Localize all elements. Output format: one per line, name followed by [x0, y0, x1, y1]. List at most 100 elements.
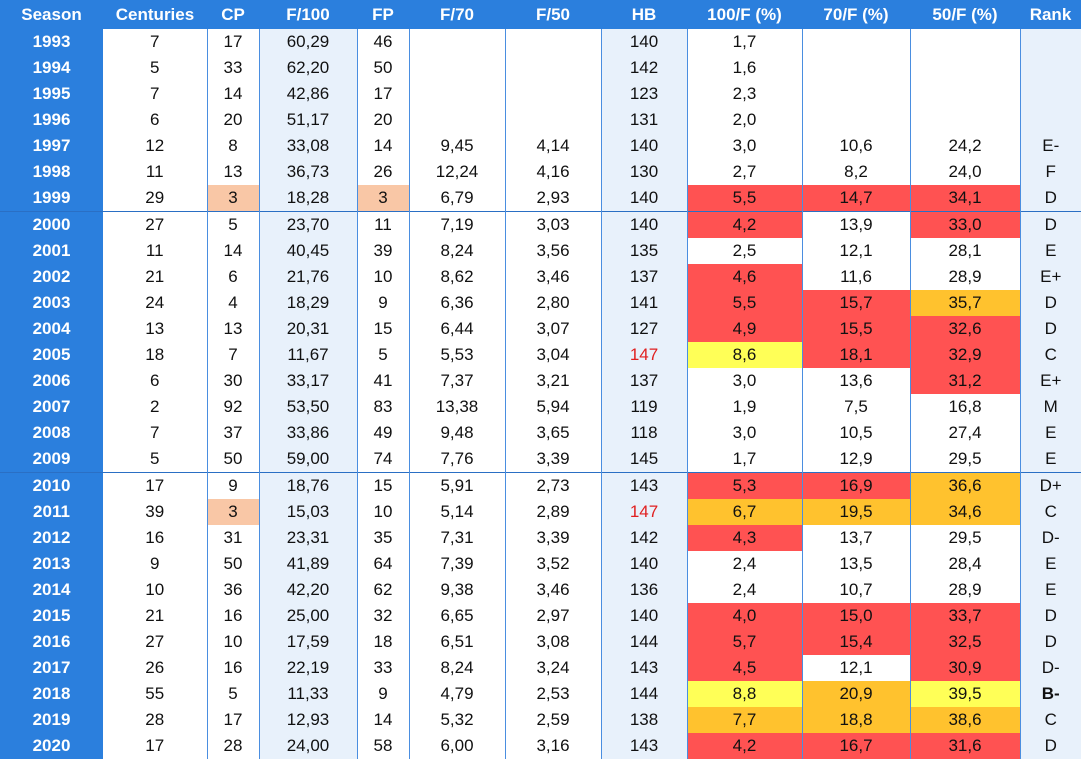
pct70-cell: 18,1 [802, 342, 911, 368]
season-cell: 2007 [0, 394, 103, 420]
pct50-cell: 38,6 [910, 707, 1021, 733]
rank-cell: E [1020, 577, 1081, 603]
f70-cell: 7,39 [409, 551, 506, 577]
pct100-cell: 1,9 [687, 394, 803, 420]
cp-cell: 5 [207, 681, 260, 707]
pct50-cell: 34,1 [910, 185, 1021, 212]
pct50-cell: 16,8 [910, 394, 1021, 420]
fp-cell: 64 [357, 551, 410, 577]
centuries-cell: 7 [103, 29, 208, 55]
f100-cell: 51,17 [259, 107, 358, 133]
season-cell: 2017 [0, 655, 103, 681]
header-rank[interactable]: Rank [1020, 0, 1081, 29]
fp-cell: 41 [357, 368, 410, 394]
f50-cell: 3,04 [505, 342, 602, 368]
season-cell: 2016 [0, 629, 103, 655]
season-cell: 2005 [0, 342, 103, 368]
pct50-cell [910, 55, 1021, 81]
fp-cell: 26 [357, 159, 410, 185]
cp-cell: 14 [207, 81, 260, 107]
centuries-cell: 9 [103, 551, 208, 577]
cp-cell: 30 [207, 368, 260, 394]
f70-cell: 8,62 [409, 264, 506, 290]
table-row: 1994 5 33 62,20 50 142 1,6 [0, 55, 1081, 81]
pct70-cell: 12,1 [802, 655, 911, 681]
table-row: 2019 28 17 12,93 14 5,32 2,59 138 7,7 18,8 38,6 C [0, 707, 1081, 733]
pct50-cell: 31,2 [910, 368, 1021, 394]
pct100-cell: 3,0 [687, 133, 803, 159]
f70-cell: 9,48 [409, 420, 506, 446]
pct100-cell: 4,9 [687, 316, 803, 342]
cp-cell: 17 [207, 29, 260, 55]
table-row: 2005 18 7 11,67 5 5,53 3,04 147 8,6 18,1 32,9 C [0, 342, 1081, 368]
header-fp[interactable]: FP [357, 0, 409, 29]
pct50-cell: 33,7 [910, 603, 1021, 629]
rank-cell [1020, 81, 1081, 107]
f50-cell [505, 107, 602, 133]
hb-cell: 141 [601, 290, 688, 316]
pct100-cell: 1,7 [687, 446, 803, 473]
f50-cell [505, 29, 602, 55]
table-row: 2001 11 14 40,45 39 8,24 3,56 135 2,5 12,1 28,1 E [0, 238, 1081, 264]
cp-cell: 9 [207, 472, 260, 499]
f70-cell [409, 81, 506, 107]
header-hb[interactable]: HB [601, 0, 687, 29]
f100-cell: 25,00 [259, 603, 358, 629]
season-cell: 2019 [0, 707, 103, 733]
table-row: 2017 26 16 22,19 33 8,24 3,24 143 4,5 12,1 30,9 D- [0, 655, 1081, 681]
f70-cell: 7,31 [409, 525, 506, 551]
header-pct50[interactable]: 50/F (%) [910, 0, 1020, 29]
f50-cell: 2,59 [505, 707, 602, 733]
season-cell: 2020 [0, 733, 103, 759]
centuries-cell: 17 [103, 472, 208, 499]
header-pct70[interactable]: 70/F (%) [802, 0, 910, 29]
header-f50[interactable]: F/50 [505, 0, 601, 29]
table-row: 2016 27 10 17,59 18 6,51 3,08 144 5,7 15,4 32,5 D [0, 629, 1081, 655]
pct50-cell: 32,6 [910, 316, 1021, 342]
pct70-cell: 20,9 [802, 681, 911, 707]
header-row: Season Centuries CP F/100 FP F/70 F/50 H… [0, 0, 1081, 29]
hb-cell: 142 [601, 55, 688, 81]
pct70-cell: 12,1 [802, 238, 911, 264]
centuries-cell: 18 [103, 342, 208, 368]
f50-cell: 4,14 [505, 133, 602, 159]
pct70-cell: 15,7 [802, 290, 911, 316]
header-f100[interactable]: F/100 [259, 0, 357, 29]
centuries-cell: 11 [103, 238, 208, 264]
f50-cell: 4,16 [505, 159, 602, 185]
hb-cell: 145 [601, 446, 688, 473]
pct50-cell: 28,1 [910, 238, 1021, 264]
f70-cell: 7,37 [409, 368, 506, 394]
cp-cell: 4 [207, 290, 260, 316]
fp-cell: 10 [357, 499, 410, 525]
fp-cell: 10 [357, 264, 410, 290]
pct100-cell: 2,3 [687, 81, 803, 107]
f70-cell: 13,38 [409, 394, 506, 420]
centuries-cell: 5 [103, 446, 208, 473]
season-cell: 1996 [0, 107, 103, 133]
rank-cell: E+ [1020, 368, 1081, 394]
centuries-cell: 10 [103, 577, 208, 603]
cp-cell: 3 [207, 185, 260, 212]
season-cell: 2004 [0, 316, 103, 342]
f100-cell: 42,86 [259, 81, 358, 107]
season-cell: 1993 [0, 29, 103, 55]
hb-cell: 118 [601, 420, 688, 446]
centuries-cell: 28 [103, 707, 208, 733]
f50-cell: 3,07 [505, 316, 602, 342]
header-f70[interactable]: F/70 [409, 0, 505, 29]
rank-cell: M [1020, 394, 1081, 420]
table-row: 2000 27 5 23,70 11 7,19 3,03 140 4,2 13,9 33,0 D [0, 211, 1081, 238]
fp-cell: 50 [357, 55, 410, 81]
pct70-cell: 16,9 [802, 472, 911, 499]
season-cell: 2009 [0, 446, 103, 473]
pct50-cell: 35,7 [910, 290, 1021, 316]
season-cell: 2001 [0, 238, 103, 264]
header-pct100[interactable]: 100/F (%) [687, 0, 802, 29]
header-season[interactable]: Season [0, 0, 103, 29]
f50-cell [505, 81, 602, 107]
pct70-cell: 12,9 [802, 446, 911, 473]
pct50-cell: 36,6 [910, 472, 1021, 499]
header-centuries[interactable]: Centuries [103, 0, 207, 29]
header-cp[interactable]: CP [207, 0, 259, 29]
